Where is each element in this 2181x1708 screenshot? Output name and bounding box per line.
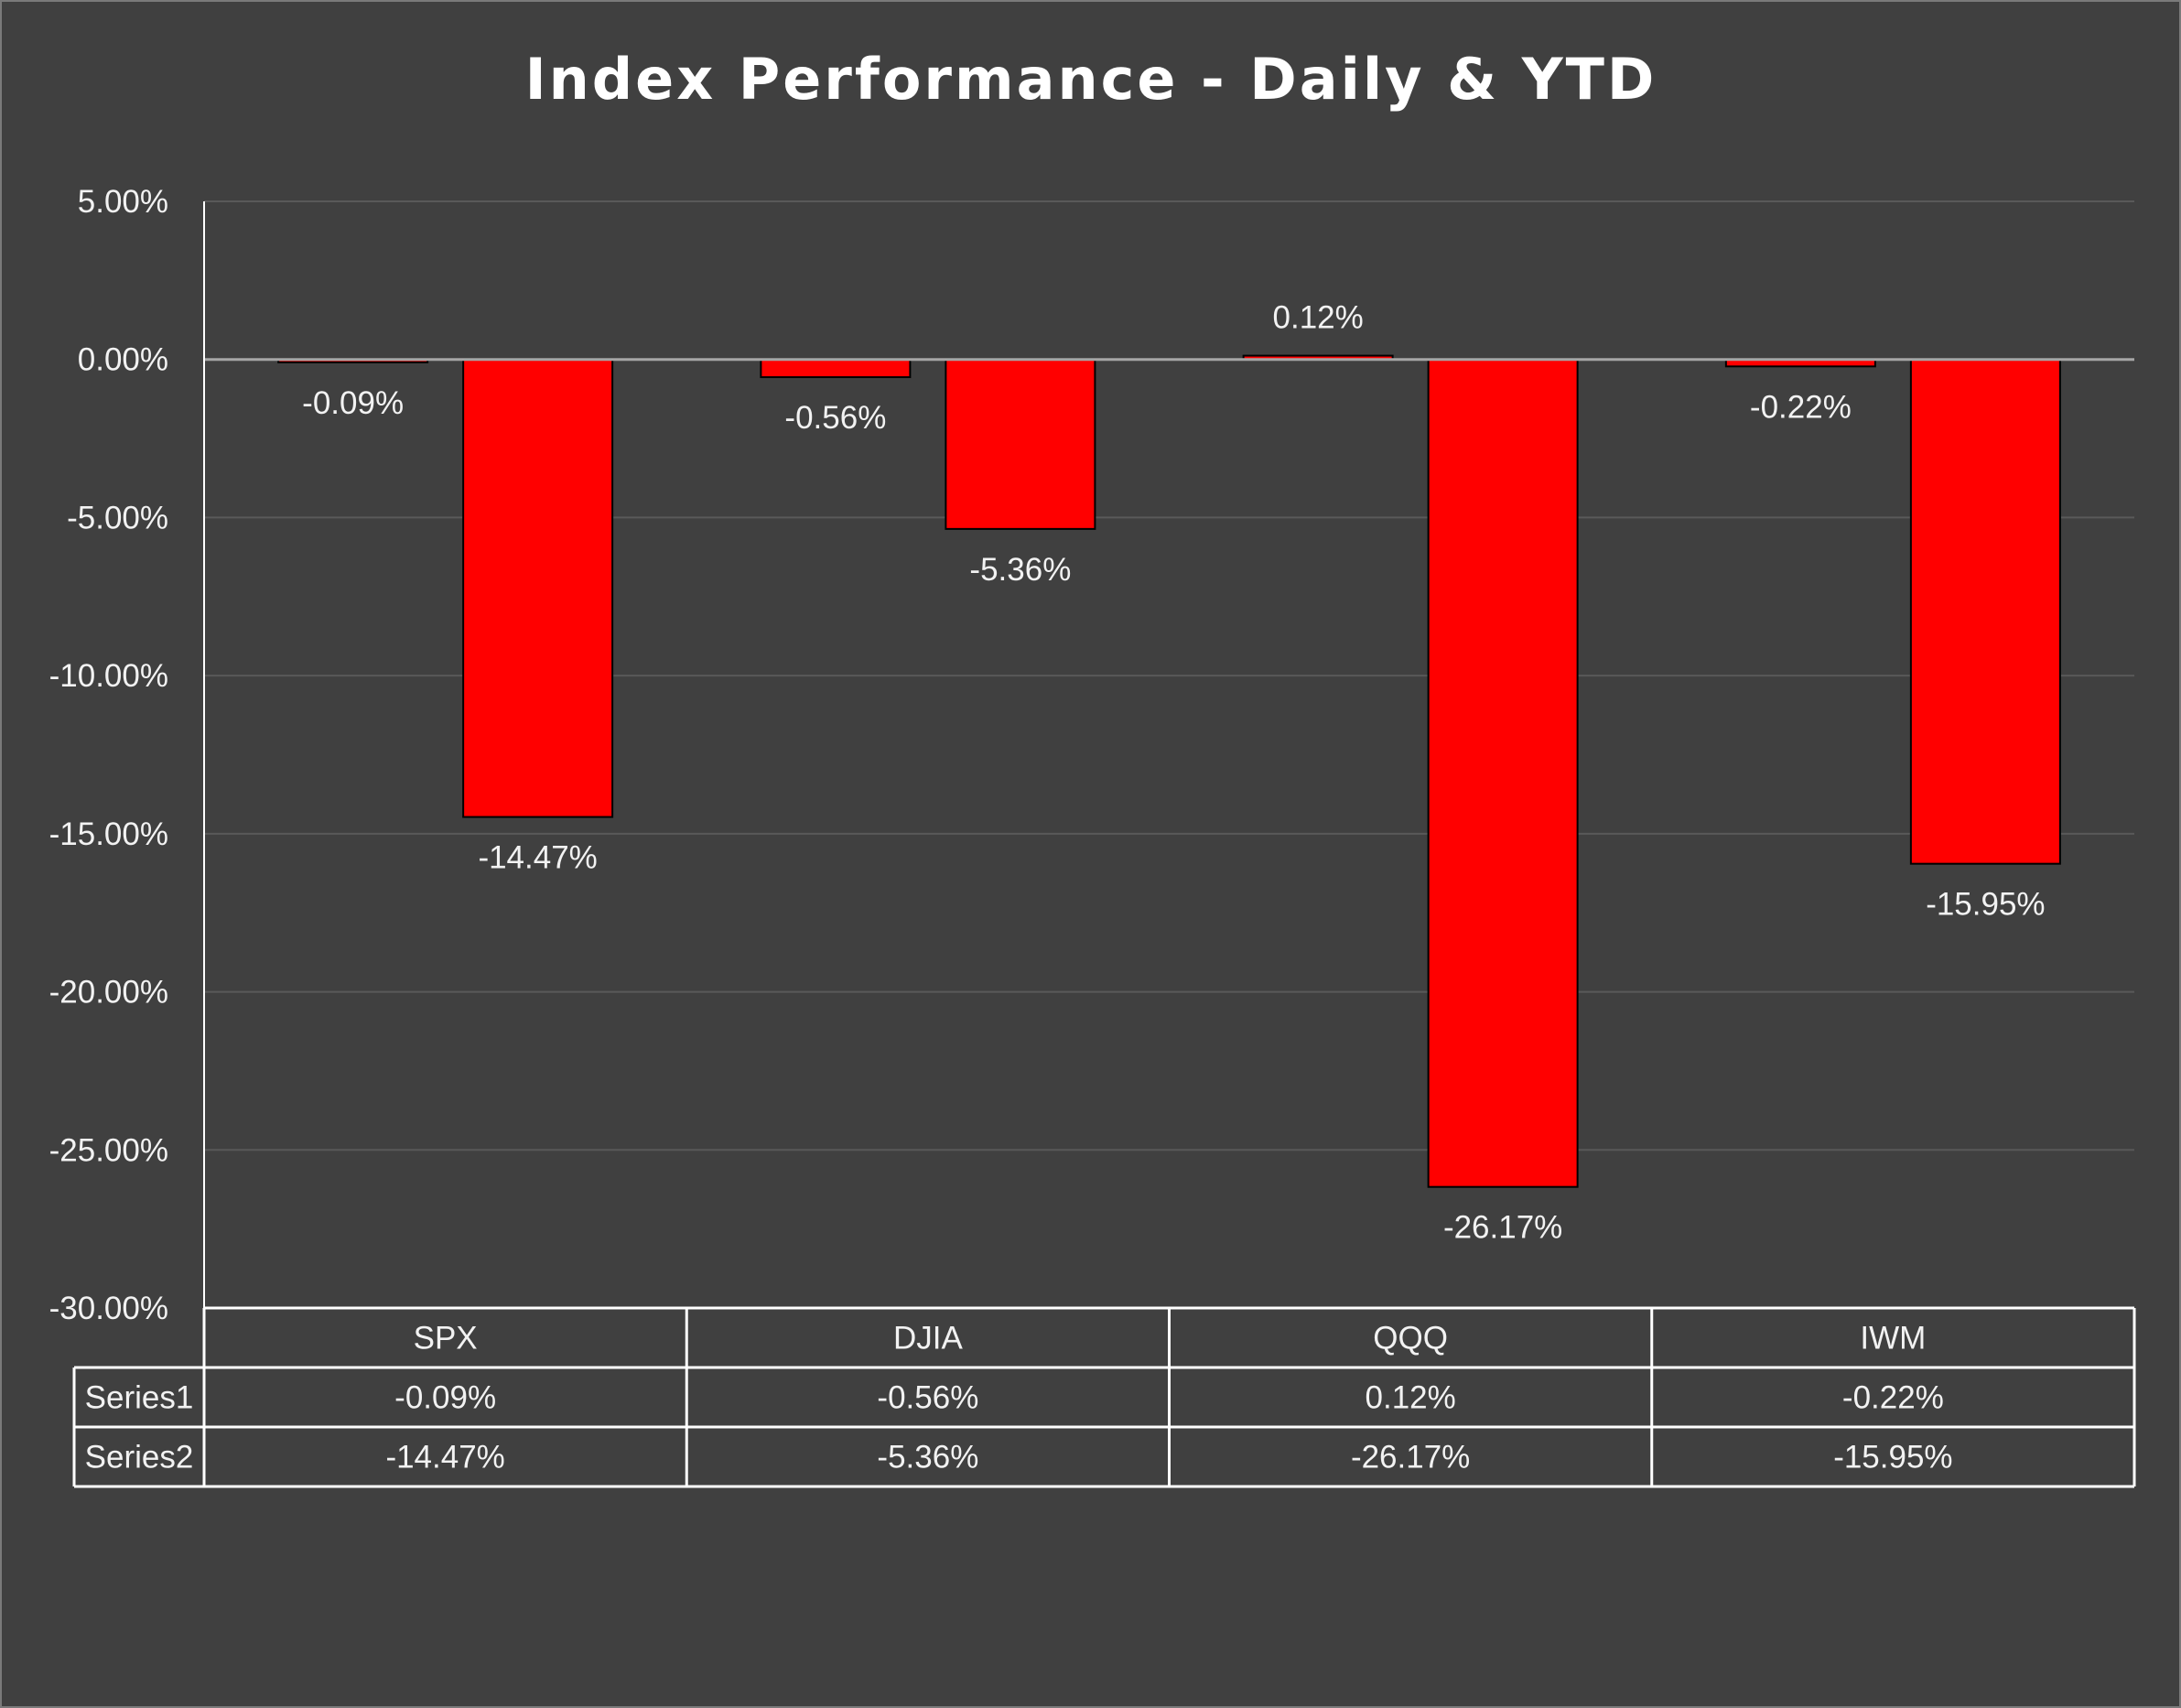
table-cell: -0.56% [877, 1380, 978, 1416]
data-label: 0.12% [1273, 300, 1364, 336]
chart-title: Index Performance - Daily & YTD [525, 46, 1657, 113]
y-tick-label: 0.00% [78, 342, 168, 378]
data-labels: -0.09% -0.56% 0.12% -0.22% -14.47% -5.36% -26.… [302, 300, 2045, 1246]
table-series-name: Series1 [85, 1380, 194, 1416]
table-cell: -14.47% [385, 1440, 504, 1476]
y-tick-label: -15.00% [49, 816, 168, 852]
bar-series2-djia [945, 358, 1096, 530]
data-label: -14.47% [478, 840, 597, 876]
data-label: -5.36% [969, 552, 1071, 588]
y-tick-label: -30.00% [49, 1291, 168, 1326]
y-tick-label: -20.00% [49, 975, 168, 1011]
x-category-label: IWM [1860, 1321, 1926, 1357]
y-tick-label: -10.00% [49, 658, 168, 694]
table-cell: -0.09% [394, 1380, 496, 1416]
table-cell: -26.17% [1351, 1440, 1470, 1476]
table-series-name: Series2 [85, 1440, 194, 1476]
data-label: -0.56% [784, 400, 886, 436]
x-category-label: DJIA [893, 1321, 964, 1357]
bar-series1-djia [760, 358, 912, 379]
data-table: SPX DJIA QQQ IWM Series1 -0.09% -0.56% 0.12% -0.… [72, 1306, 2136, 1488]
data-label: -0.09% [302, 385, 404, 421]
table-cell: -0.22% [1842, 1380, 1944, 1416]
data-label: -15.95% [1926, 887, 2045, 923]
x-category-label: QQQ [1373, 1321, 1448, 1357]
bar-series2-spx [462, 358, 614, 818]
bar-series2-qqq [1427, 358, 1579, 1188]
table-cell: -15.95% [1833, 1440, 1952, 1476]
table-cell: 0.12% [1366, 1380, 1456, 1416]
bar-series2-iwm [1909, 358, 2061, 865]
y-tick-label: -25.00% [49, 1132, 168, 1168]
x-category-label: SPX [414, 1321, 478, 1357]
y-tick-labels: 5.00% 0.00% -5.00% -10.00% -15.00% -20.00% -25… [49, 184, 168, 1326]
table-cell: -5.36% [877, 1440, 978, 1476]
axes [203, 201, 2134, 1308]
bars [277, 354, 2061, 1188]
y-tick-label: 5.00% [78, 184, 168, 220]
data-label: -0.22% [1750, 389, 1852, 425]
y-tick-label: -5.00% [67, 500, 168, 535]
data-label: -26.17% [1443, 1210, 1562, 1246]
